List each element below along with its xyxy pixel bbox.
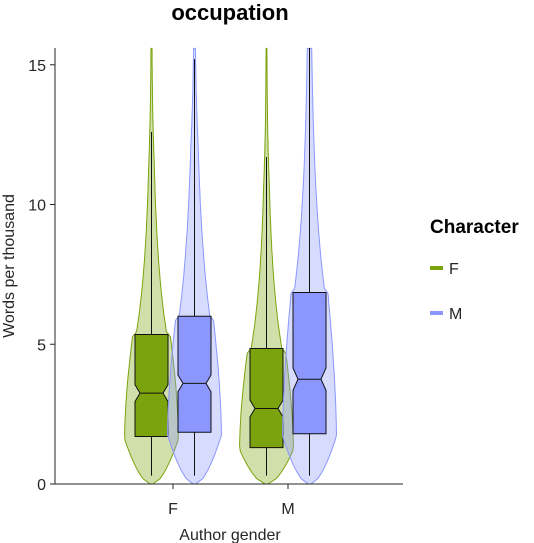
x-axis-label: Author gender: [179, 527, 281, 543]
y-tick-label: 5: [37, 337, 46, 354]
plot-area: [124, 47, 338, 485]
y-tick-label: 0: [37, 477, 46, 494]
legend-title: Character: [430, 217, 519, 238]
y-tick-label: 15: [28, 58, 46, 75]
x-tick-label: F: [168, 501, 178, 518]
legend-label-m: M: [449, 306, 462, 323]
box-m-m: [292, 292, 327, 435]
y-tick-label: 10: [28, 198, 46, 215]
x-tick-label: M: [281, 501, 294, 518]
box-m-f: [177, 315, 212, 433]
legend: Character F M: [430, 217, 519, 323]
chart-title: occupation: [171, 0, 288, 25]
box-f-f: [134, 333, 169, 437]
y-ticks: 0 5 10 15: [28, 58, 55, 494]
box-f-m: [249, 347, 284, 449]
y-axis-label: Words per thousand: [1, 194, 18, 338]
legend-label-f: F: [449, 261, 459, 278]
